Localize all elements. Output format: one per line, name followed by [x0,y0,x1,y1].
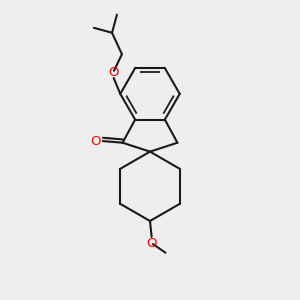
Text: O: O [90,135,101,148]
Text: O: O [146,237,157,250]
Text: O: O [108,66,118,79]
